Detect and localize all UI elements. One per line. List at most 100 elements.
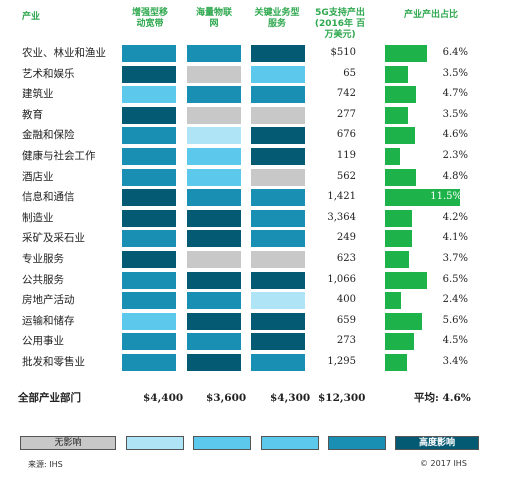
impact-cell	[187, 354, 241, 371]
header-mmtc-line2: 网	[209, 19, 219, 29]
impact-cell	[187, 65, 241, 83]
impact-cell	[251, 292, 305, 310]
share-bar	[385, 312, 422, 330]
row-label: 批发和零售业	[22, 356, 85, 368]
row-label: 酒店业	[22, 170, 54, 183]
impact-cell	[122, 86, 176, 104]
output-value: $510	[330, 47, 356, 58]
impact-cell	[122, 209, 176, 227]
row-label: 健康与社会工作	[22, 150, 96, 162]
legend-level-2	[126, 436, 184, 450]
share-label: 4.7%	[442, 88, 468, 100]
impact-cell	[187, 189, 241, 207]
impact-cell	[251, 148, 305, 165]
row-label: 公用事业	[22, 335, 64, 348]
row-label: 采矿及采石业	[22, 232, 85, 245]
header-mmtc-line1: 海量物联	[195, 8, 232, 18]
share-label: 4.8%	[442, 170, 468, 182]
share-label: 4.1%	[442, 232, 468, 244]
header-output-line1: 5G支持产出	[315, 8, 365, 18]
impact-cell	[251, 106, 305, 124]
share-label: 4.6%	[442, 129, 468, 141]
legend-high-impact: 高度影响	[395, 436, 479, 450]
share-bar	[385, 230, 412, 248]
share-label: 6.4%	[442, 47, 468, 58]
output-value: 676	[336, 129, 356, 141]
header-mission-line2: 服务	[267, 19, 286, 29]
header-mission: 关键业务型 服务	[247, 8, 307, 30]
impact-cell	[122, 251, 176, 268]
impact-cell	[251, 189, 305, 207]
share-label: 4.5%	[442, 335, 468, 347]
share-bar	[385, 354, 408, 371]
share-label: 11.5%	[430, 191, 462, 203]
share-label: 2.3%	[442, 150, 468, 161]
legend-level-5	[328, 436, 386, 450]
share-label: 5.6%	[442, 314, 468, 326]
header-output-line2: (2016年 百	[314, 19, 366, 29]
impact-cell	[122, 333, 176, 351]
row-label: 农业、林业和渔业	[22, 47, 106, 59]
impact-cell	[251, 251, 305, 268]
output-value: 3,364	[327, 211, 356, 223]
share-bar	[385, 168, 417, 186]
output-value: 119	[336, 150, 356, 161]
share-label: 6.5%	[442, 273, 468, 285]
share-label: 4.2%	[442, 211, 468, 223]
impact-cell	[251, 209, 305, 227]
share-label: 3.5%	[442, 67, 468, 79]
share-bar	[385, 45, 427, 62]
impact-cell	[187, 106, 241, 124]
impact-cell	[251, 354, 305, 371]
impact-cell	[122, 65, 176, 83]
output-value: 1,066	[327, 273, 356, 285]
impact-cell	[122, 312, 176, 330]
header-embb-line2: 动宽带	[136, 19, 164, 29]
share-bar	[385, 271, 428, 289]
impact-cell	[251, 312, 305, 330]
output-value: 1,295	[327, 356, 356, 367]
impact-cell	[187, 127, 241, 145]
share-bar	[385, 148, 400, 165]
impact-cell	[122, 168, 176, 186]
impact-cell	[187, 251, 241, 268]
totals-average: 平均: 4.6%	[414, 392, 471, 404]
totals-mmtc: $3,600	[206, 392, 247, 404]
legend-level-4	[261, 436, 319, 450]
share-bar	[385, 106, 408, 124]
share-label: 2.4%	[442, 294, 468, 306]
header-industry: 产业	[22, 12, 41, 22]
impact-cell	[187, 230, 241, 248]
output-value: 277	[336, 108, 356, 120]
impact-cell	[251, 230, 305, 248]
header-output: 5G支持产出 (2016年 百 万美元)	[310, 8, 370, 41]
impact-cell	[122, 127, 176, 145]
share-bar	[385, 209, 413, 227]
share-label: 3.7%	[442, 253, 468, 264]
row-label: 建筑业	[22, 88, 54, 101]
impact-cell	[122, 45, 176, 62]
row-label: 运输和储存	[22, 314, 75, 327]
impact-cell	[122, 354, 176, 371]
row-label: 金融和保险	[22, 129, 75, 142]
share-bar	[385, 292, 401, 310]
impact-cell	[251, 127, 305, 145]
output-value: 400	[336, 294, 356, 306]
legend-no-impact: 无影响	[20, 436, 116, 450]
totals-embb: $4,400	[143, 392, 184, 404]
share-label: 3.4%	[442, 356, 468, 367]
output-value: 659	[336, 314, 356, 326]
share-bar	[385, 65, 408, 83]
totals-mission: $4,300	[270, 392, 311, 404]
output-value: 273	[336, 335, 356, 347]
impact-cell	[187, 333, 241, 351]
impact-cell	[251, 333, 305, 351]
totals-label: 全部产业部门	[18, 392, 81, 404]
share-label: 3.5%	[442, 108, 468, 120]
totals-output: $12,300	[318, 392, 366, 404]
row-label: 艺术和娱乐	[22, 67, 75, 80]
impact-cell	[187, 168, 241, 186]
impact-cell	[187, 292, 241, 310]
impact-cell	[187, 271, 241, 289]
share-bar	[385, 86, 416, 104]
